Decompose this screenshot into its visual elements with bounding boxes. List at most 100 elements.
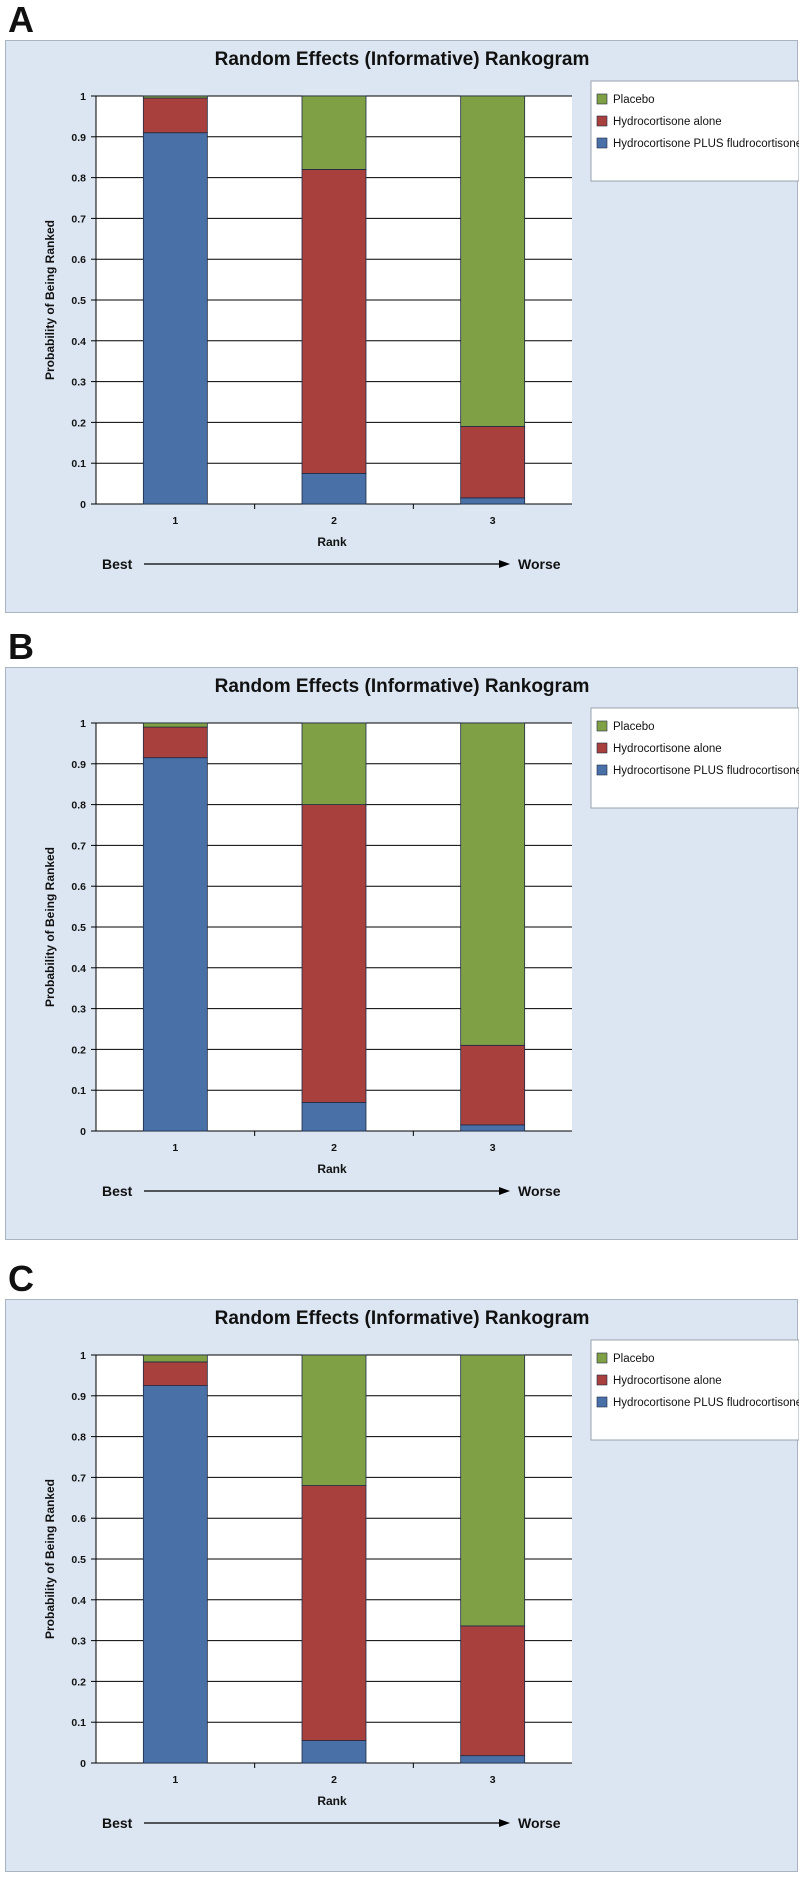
y-tick-label: 0.3 <box>71 377 86 389</box>
panel-label-c: C <box>8 1258 34 1299</box>
y-tick-label: 0.4 <box>71 336 86 348</box>
y-tick-label: 0.8 <box>71 173 86 185</box>
legend-entry: Placebo <box>613 721 655 733</box>
x-tick-label: 2 <box>331 1142 337 1154</box>
rankogram-chart-a: Random Effects (Informative) Rankogram 0 0… <box>43 49 799 572</box>
legend-box <box>590 707 799 809</box>
y-axis-title: Probability of Being Ranked <box>43 847 57 1007</box>
legend-box <box>590 80 799 182</box>
bar-segment <box>301 1740 367 1764</box>
y-tick-label: 0.3 <box>71 1636 86 1648</box>
bar-segment <box>142 1354 208 1363</box>
y-tick-label: 0.7 <box>71 840 86 852</box>
x-tick-label: 3 <box>490 1142 496 1154</box>
panel-label-b: B <box>8 626 34 667</box>
y-tick-label: 0 <box>80 499 86 511</box>
legend-swatch <box>596 742 608 754</box>
legend-swatch <box>596 764 608 776</box>
x-tick-label: 2 <box>331 1774 337 1786</box>
x-tick-label: 1 <box>172 1774 178 1786</box>
y-tick-label: 0.2 <box>71 1676 86 1688</box>
y-tick-label: 0.6 <box>71 881 86 893</box>
bar-segment <box>460 1625 526 1757</box>
legend-swatch <box>596 115 608 127</box>
x-axis-title: Rank <box>317 1162 347 1176</box>
legend-swatch <box>596 93 608 105</box>
legend-entry: Hydrocortisone alone <box>613 743 722 755</box>
x-tick-label: 3 <box>490 1774 496 1786</box>
y-tick-label: 0.6 <box>71 254 86 266</box>
y-tick-label: 0.1 <box>71 458 86 470</box>
y-tick-label: 0.1 <box>71 1085 86 1097</box>
chart-title: Random Effects (Informative) Rankogram <box>215 1308 590 1329</box>
bar-segment <box>301 1102 367 1132</box>
legend-box <box>590 1339 799 1441</box>
bar-segment <box>460 1044 526 1126</box>
bar-segment <box>301 722 367 805</box>
y-tick-label: 0 <box>80 1758 86 1770</box>
bar-segment <box>460 1124 526 1132</box>
y-axis-title: Probability of Being Ranked <box>43 1479 57 1639</box>
bar-segment <box>142 722 208 728</box>
y-tick-label: 0.3 <box>71 1004 86 1016</box>
chart-panel-c: Random Effects (Informative) Rankogram 0 0… <box>5 1299 799 1872</box>
y-tick-label: 0.2 <box>71 1044 86 1056</box>
y-tick-label: 0.5 <box>71 295 86 307</box>
bar-segment <box>460 426 526 499</box>
legend-entry: Hydrocortisone PLUS fludrocortisone <box>613 765 799 777</box>
y-tick-label: 1 <box>80 1350 86 1362</box>
bar-segment <box>142 132 208 505</box>
legend-entry: Placebo <box>613 1353 655 1365</box>
best-label: Best <box>102 1183 133 1199</box>
bar-segment <box>301 472 367 505</box>
bar-segment <box>301 95 367 170</box>
y-axis-title: Probability of Being Ranked <box>43 220 57 380</box>
rankogram-chart-c: Random Effects (Informative) Rankogram 0 0… <box>43 1308 799 1831</box>
worse-label: Worse <box>518 556 561 572</box>
y-tick-label: 0.7 <box>71 1472 86 1484</box>
y-tick-label: 0.4 <box>71 1595 86 1607</box>
y-tick-label: 0.2 <box>71 417 86 429</box>
y-tick-label: 0.5 <box>71 1554 86 1566</box>
best-label: Best <box>102 556 133 572</box>
y-tick-label: 0.8 <box>71 800 86 812</box>
legend-entry: Hydrocortisone PLUS fludrocortisone <box>613 1397 799 1409</box>
worse-label: Worse <box>518 1183 561 1199</box>
rankogram-chart-b: Random Effects (Informative) Rankogram 0 0… <box>43 676 799 1199</box>
x-tick-label: 1 <box>172 515 178 527</box>
x-tick-label: 2 <box>331 515 337 527</box>
best-label: Best <box>102 1815 133 1831</box>
legend-swatch <box>596 1396 608 1408</box>
x-tick-label: 1 <box>172 1142 178 1154</box>
bar-segment <box>301 169 367 474</box>
x-axis-title: Rank <box>317 1794 347 1808</box>
bar-segment <box>301 1354 367 1486</box>
bar-segment <box>142 1385 208 1764</box>
bar-segment <box>460 1354 526 1627</box>
legend-swatch <box>596 1352 608 1364</box>
bar-segment <box>301 804 367 1103</box>
bar-segment <box>142 95 208 99</box>
y-tick-label: 0.1 <box>71 1717 86 1729</box>
bar-segment <box>142 726 208 759</box>
panel-label-a: A <box>8 0 34 40</box>
y-tick-label: 0.4 <box>71 963 86 975</box>
y-tick-label: 0.7 <box>71 213 86 225</box>
chart-title: Random Effects (Informative) Rankogram <box>215 676 590 697</box>
arrow-head-icon <box>499 560 510 568</box>
y-tick-label: 0 <box>80 1126 86 1138</box>
bar-segment <box>460 95 526 427</box>
y-tick-label: 1 <box>80 91 86 103</box>
bar-segment <box>142 1361 208 1387</box>
y-tick-label: 0.9 <box>71 132 86 144</box>
x-axis-title: Rank <box>317 535 347 549</box>
bar-segment <box>142 97 208 134</box>
bar-segment <box>301 1485 367 1741</box>
arrow-head-icon <box>499 1819 510 1827</box>
chart-panel-a: Random Effects (Informative) Rankogram 0 0… <box>5 40 799 613</box>
chart-panel-b: Random Effects (Informative) Rankogram 0 0… <box>5 667 799 1240</box>
y-tick-label: 1 <box>80 718 86 730</box>
legend-swatch <box>596 1374 608 1386</box>
worse-label: Worse <box>518 1815 561 1831</box>
y-tick-label: 0.9 <box>71 759 86 771</box>
